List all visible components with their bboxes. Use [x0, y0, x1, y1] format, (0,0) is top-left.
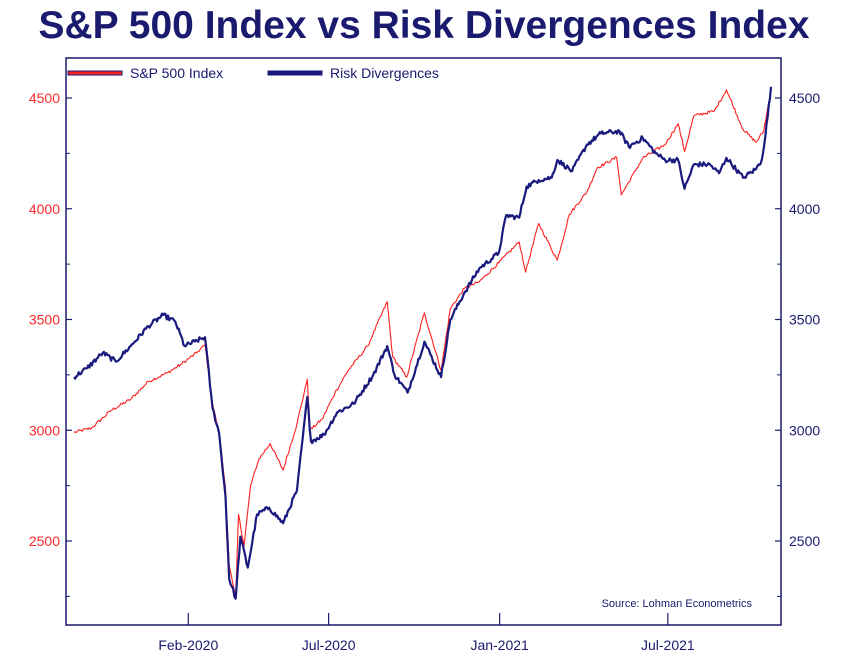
legend-swatch-sp500 [67, 70, 123, 76]
y-tick-left-label-3500: 3500 [29, 312, 60, 328]
series-layer [73, 86, 773, 600]
x-tick-label-Feb-2020: Feb-2020 [158, 637, 218, 653]
y-axis-right: 2500 3000 3500 4000 4500 [775, 90, 820, 549]
y-tick-right-label-3000: 3000 [789, 422, 820, 438]
y-tick-right-label-4500: 4500 [789, 90, 820, 106]
x-tick-label-Jul-2020: Jul-2020 [302, 637, 356, 653]
legend-swatch-risk-divergences [267, 70, 323, 76]
y-axis-left: 2500 3000 3500 4000 4500 [29, 90, 781, 597]
series-line-s-p-500-index [73, 89, 772, 600]
y-tick-left-label-4000: 4000 [29, 201, 60, 217]
chart-title: S&P 500 Index vs Risk Divergences Index [38, 4, 810, 47]
y-tick-right-label-2500: 2500 [789, 533, 820, 549]
legend-label-risk-divergences: Risk Divergences [330, 65, 439, 81]
x-tick-label-Jul-2021: Jul-2021 [641, 637, 695, 653]
y-tick-right-label-4000: 4000 [789, 201, 820, 217]
y-tick-left-label-4500: 4500 [29, 90, 60, 106]
y-tick-left-label-3000: 3000 [29, 422, 60, 438]
legend-label-sp500: S&P 500 Index [130, 65, 223, 81]
source-annotation: Source: Lohman Econometrics [602, 598, 753, 610]
legend: S&P 500 Index Risk Divergences [67, 65, 439, 81]
legend-item-sp500: S&P 500 Index [67, 65, 223, 81]
x-tick-label-Jan-2021: Jan-2021 [470, 637, 529, 653]
series-line-risk-divergences [73, 86, 773, 600]
y-tick-right-label-3500: 3500 [789, 312, 820, 328]
legend-item-risk-divergences: Risk Divergences [267, 65, 439, 81]
x-axis: Feb-2020 Jul-2020 Jan-2021 Jul-2021 [158, 613, 695, 653]
y-tick-left-label-2500: 2500 [29, 533, 60, 549]
